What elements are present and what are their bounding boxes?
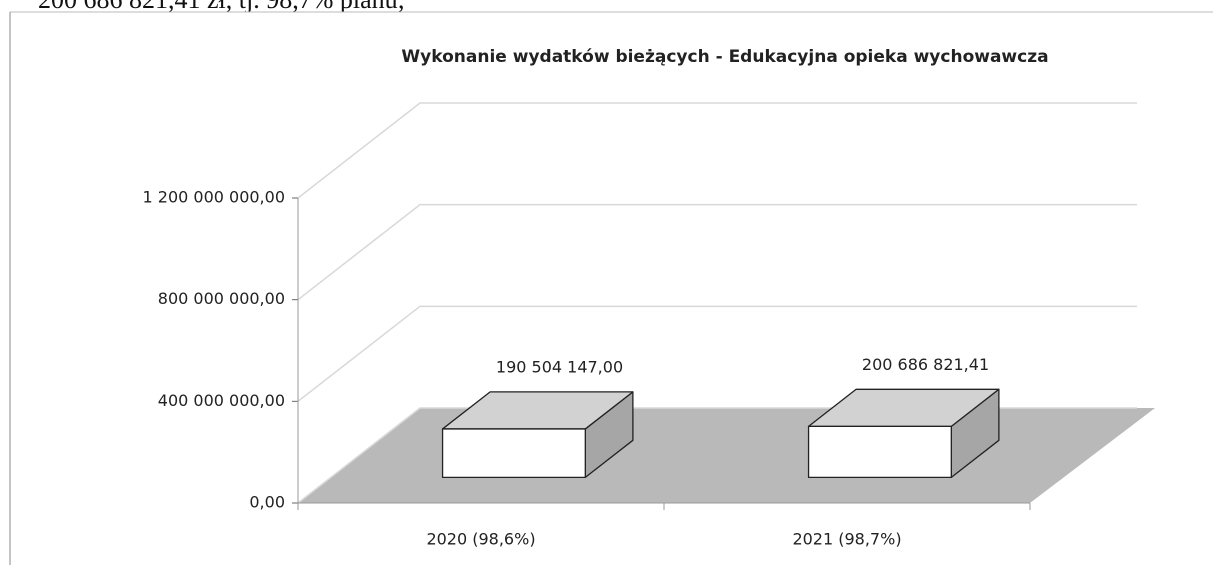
grid-line: [297, 102, 1137, 199]
crop-mask: [0, 12, 1213, 24]
bar: [441, 428, 586, 479]
y-tick-label: 0,00: [249, 493, 285, 512]
x-tick-label: 2020 (98,6%): [426, 530, 535, 549]
bar: [807, 425, 952, 479]
header-text: 200 686 821,41 zł, tj. 98,7% planu;: [38, 0, 405, 14]
grid-line: [297, 203, 1137, 301]
y-tick-label: 800 000 000,00: [158, 289, 285, 308]
chart-title: Wykonanie wydatków bieżących - Edukacyjn…: [401, 47, 1048, 67]
floor: [298, 408, 1155, 503]
grid-line: [297, 305, 1137, 402]
value-label: 190 504 147,00: [496, 357, 623, 376]
x-tick-label: 2021 (98,7%): [792, 530, 901, 549]
y-tick-label: 400 000 000,00: [158, 391, 285, 410]
y-tick-label: 1 200 000 000,00: [143, 188, 286, 207]
value-label: 200 686 821,41: [862, 355, 989, 374]
